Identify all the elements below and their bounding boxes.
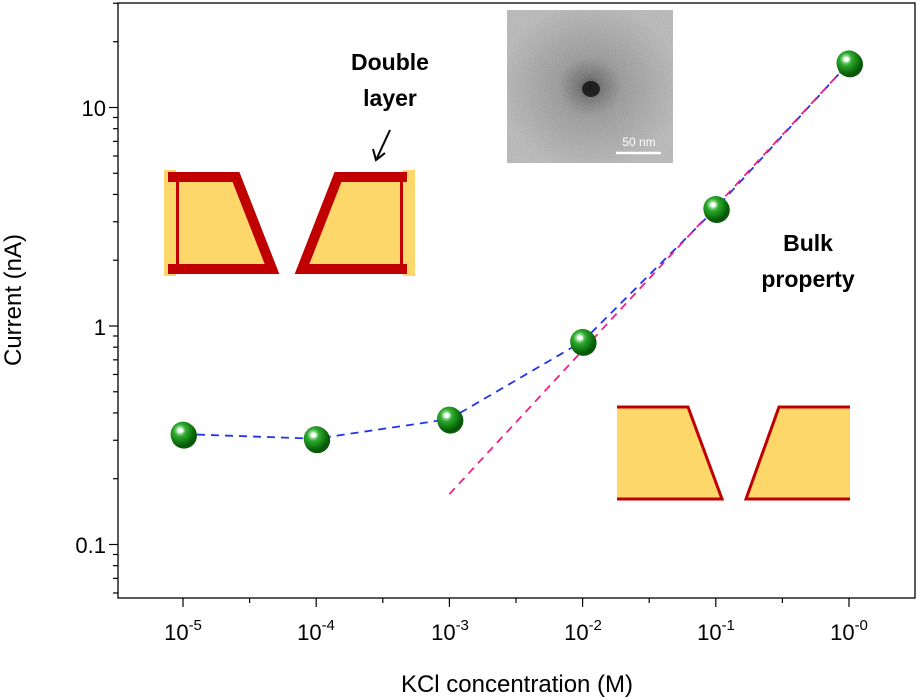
data-point (836, 50, 863, 78)
nanopore-schematic-double-layer (164, 170, 415, 276)
pore-outline-right (743, 405, 850, 501)
x-tick-base: 10 (564, 620, 588, 645)
x-tick-label-1e-4: 10-4 (297, 617, 335, 645)
arrow-head (372, 148, 386, 162)
data-point-sphere (170, 421, 196, 447)
data-point-highlight (710, 202, 717, 208)
data-points (170, 50, 863, 454)
tem-inset-image: 50 nm (507, 10, 673, 163)
pore-wall-left (169, 172, 280, 274)
data-point-highlight (577, 335, 584, 341)
x-tick-base: 10 (830, 620, 854, 645)
x-tick-exponent: -0 (855, 617, 868, 634)
pore-edge-left-bottom (168, 264, 176, 274)
y-axis-ticks (109, 2, 118, 594)
x-tick-exponent: -2 (589, 617, 602, 634)
pore-edge-left (164, 170, 176, 276)
x-tick-exponent: -3 (456, 617, 469, 634)
x-tick-base: 10 (431, 620, 455, 645)
data-point-sphere (836, 50, 862, 76)
y-tick-label-0.1: 0.1 (75, 533, 106, 558)
x-tick-label-1e-5: 10-5 (164, 617, 202, 645)
scale-bar-label: 50 nm (622, 135, 655, 149)
data-point-sphere (436, 406, 462, 432)
y-axis-tick-labels: 0.1 1 10 (75, 96, 106, 558)
annotation-bulk: Bulk (783, 230, 833, 256)
x-axis-tick-labels: 10-5 10-4 10-3 10-2 10-1 10-0 (164, 617, 868, 645)
data-point-sphere (303, 426, 329, 452)
data-point-highlight (177, 428, 184, 434)
x-tick-exponent: -4 (322, 617, 335, 634)
data-point (703, 195, 730, 223)
x-tick-label-1e-1: 10-1 (697, 617, 735, 645)
arrow-shaft (376, 129, 391, 159)
x-axis-title: KCl concentration (M) (401, 671, 633, 698)
data-point (170, 421, 197, 449)
x-tick-base: 10 (297, 620, 321, 645)
data-point (570, 328, 597, 356)
data-point-highlight (310, 432, 317, 438)
nanopore-schematic-bulk (617, 405, 850, 501)
x-tick-base: 10 (697, 620, 721, 645)
x-axis-ticks (182, 598, 850, 607)
x-tick-base: 10 (164, 620, 188, 645)
data-point (303, 426, 331, 454)
data-point-sphere (703, 195, 729, 221)
y-axis-title: Current (nA) (0, 234, 27, 366)
x-tick-label-1e-3: 10-3 (431, 617, 469, 645)
x-tick-exponent: -1 (722, 617, 735, 634)
annotation-layer: layer (363, 85, 417, 111)
annotation-arrow (372, 129, 391, 162)
data-point-highlight (843, 56, 850, 62)
data-point (436, 406, 464, 434)
pore-edge-left-top (168, 172, 176, 182)
pore-outline-left (617, 405, 725, 501)
y-tick-label-10: 10 (82, 96, 106, 121)
data-point-sphere (570, 328, 596, 354)
y-tick-label-1: 1 (94, 315, 106, 340)
x-tick-exponent: -5 (189, 617, 202, 634)
annotation-property: property (761, 266, 855, 292)
pore-wall-right (294, 172, 410, 274)
pore-edge-right-top (400, 172, 407, 182)
x-tick-label-1e-2: 10-2 (564, 617, 602, 645)
tem-pore-spot (582, 81, 600, 97)
pore-edge-right (403, 170, 415, 276)
x-tick-label-1e0: 10-0 (830, 617, 868, 645)
pore-edge-right-bottom (400, 264, 407, 274)
data-point-highlight (443, 413, 450, 418)
annotation-double: Double (351, 49, 429, 75)
